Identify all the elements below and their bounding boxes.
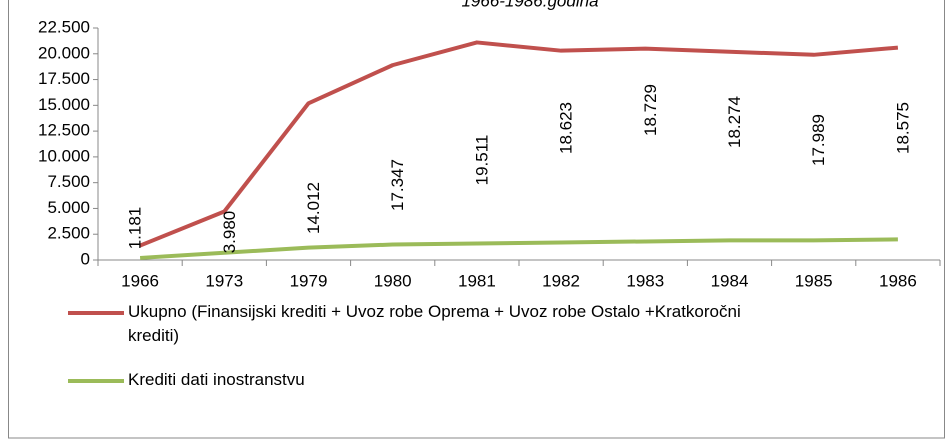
y-tick-label: 5.000 [47, 198, 90, 217]
annotation: 18.575 [893, 102, 912, 154]
y-tick-label: 7.500 [47, 172, 90, 191]
annotation: 17.347 [388, 159, 407, 211]
x-tick-label: 1981 [458, 271, 496, 290]
x-tick-label: 1982 [542, 271, 580, 290]
y-tick-label: 22.500 [38, 17, 90, 36]
y-tick-label: 0 [81, 249, 90, 268]
x-tick-label: 1973 [205, 271, 243, 290]
x-tick-label: 1983 [626, 271, 664, 290]
legend-swatch [68, 311, 124, 315]
legend-label: Krediti dati inostranstvu [128, 370, 305, 389]
series-line [139, 237, 898, 260]
frame [8, 0, 945, 439]
legend-label: Ukupno (Finansijski krediti + Uvoz robe … [128, 302, 741, 345]
series-line [139, 40, 899, 248]
y-tick-label: 15.000 [38, 95, 90, 114]
y-tick-label: 20.000 [38, 43, 90, 62]
annotation: 1.181 [126, 207, 145, 250]
legend-swatch [68, 379, 124, 383]
annotation: 14.012 [304, 182, 323, 234]
y-tick-label: 2.500 [47, 224, 90, 243]
x-tick-label: 1984 [711, 271, 749, 290]
x-tick-label: 1985 [795, 271, 833, 290]
annotation: 18.623 [557, 102, 576, 154]
x-tick-label: 1966 [121, 271, 159, 290]
y-tick-label: 12.500 [38, 121, 90, 140]
legend-item: Krediti dati inostranstvu [68, 368, 788, 392]
legend-item: Ukupno (Finansijski krediti + Uvoz robe … [68, 300, 788, 348]
chart-title: 1966-1986.godina [461, 0, 598, 10]
annotation: 19.511 [472, 135, 491, 186]
annotation: 18.274 [725, 96, 744, 148]
x-tick-label: 1980 [374, 271, 412, 290]
y-tick-label: 17.500 [38, 69, 90, 88]
x-tick-label: 1986 [879, 271, 917, 290]
annotation: 18.729 [641, 84, 660, 136]
annotation: 3.980 [220, 211, 239, 254]
x-tick-label: 1979 [290, 271, 328, 290]
annotation: 17.989 [809, 114, 828, 166]
y-tick-label: 10.000 [38, 146, 90, 165]
